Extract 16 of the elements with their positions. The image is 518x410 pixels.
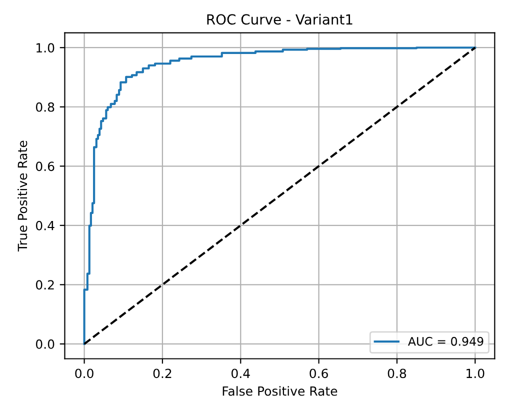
x-tick-label: 0.4 <box>232 368 250 378</box>
x-tick-label: 0.0 <box>75 368 94 378</box>
x-tick-label: 0.8 <box>388 368 406 378</box>
chart-title: ROC Curve - Variant1 <box>207 14 352 25</box>
y-tick-label: 0.2 <box>36 280 54 290</box>
x-tick-label: 0.6 <box>310 368 328 378</box>
x-tick-label: 0.2 <box>153 368 172 378</box>
x-axis-title: False Positive Rate <box>222 386 338 396</box>
y-tick-label: 0.6 <box>36 162 54 172</box>
y-tick-label: 1.0 <box>36 43 54 53</box>
legend-label: AUC = 0.949 <box>408 336 484 346</box>
y-axis-title: True Positive Rate <box>17 140 28 252</box>
x-tick-label: 1.0 <box>466 368 484 378</box>
y-tick-label: 0.0 <box>36 339 54 349</box>
y-tick-label: 0.4 <box>36 220 54 230</box>
y-tick-label: 0.8 <box>36 102 54 112</box>
